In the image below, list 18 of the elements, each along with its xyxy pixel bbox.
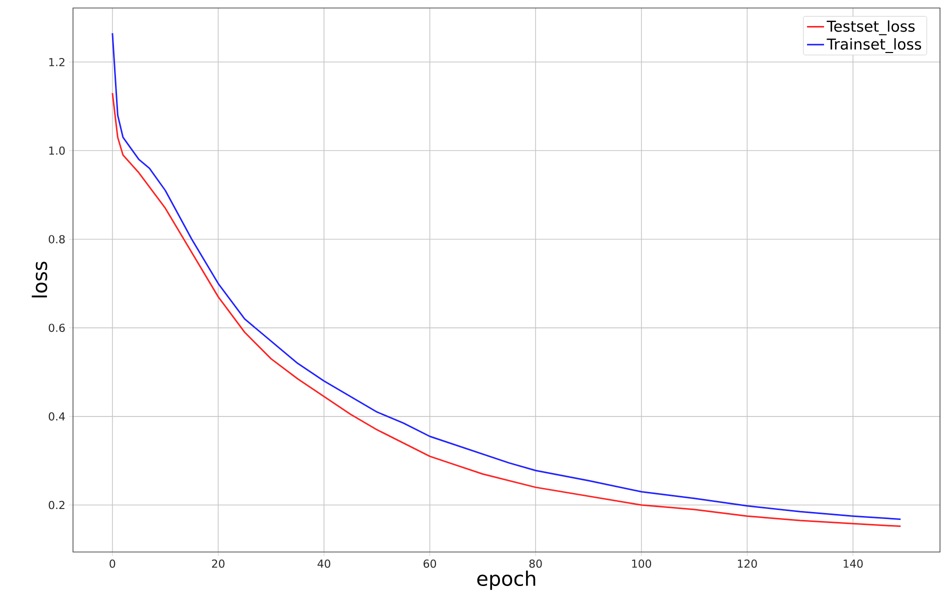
x-tick-label: 100: [632, 560, 652, 568]
x-tick-label: 20: [212, 560, 224, 568]
x-tick-label: 0: [110, 560, 116, 568]
x-tick-label: 40: [318, 560, 330, 568]
y-axis-title: loss: [32, 262, 48, 298]
legend-label: Testset_loss: [826, 20, 915, 36]
x-tick-label: 80: [529, 560, 542, 568]
x-axis-title: epoch: [477, 570, 536, 590]
y-tick-label: 0.4: [48, 412, 65, 421]
y-tick-label: 0.6: [48, 324, 65, 332]
x-tick-label: 60: [424, 560, 436, 568]
y-tick-label: 1.0: [49, 146, 65, 155]
y-tick-label: 0.8: [48, 235, 65, 244]
x-tick-label: 120: [738, 560, 757, 568]
y-tick-label: 0.2: [48, 500, 64, 510]
x-tick-label: 140: [844, 560, 863, 568]
y-tick-label: 1.2: [49, 58, 64, 66]
legend-label: Trainset_loss: [826, 38, 922, 54]
